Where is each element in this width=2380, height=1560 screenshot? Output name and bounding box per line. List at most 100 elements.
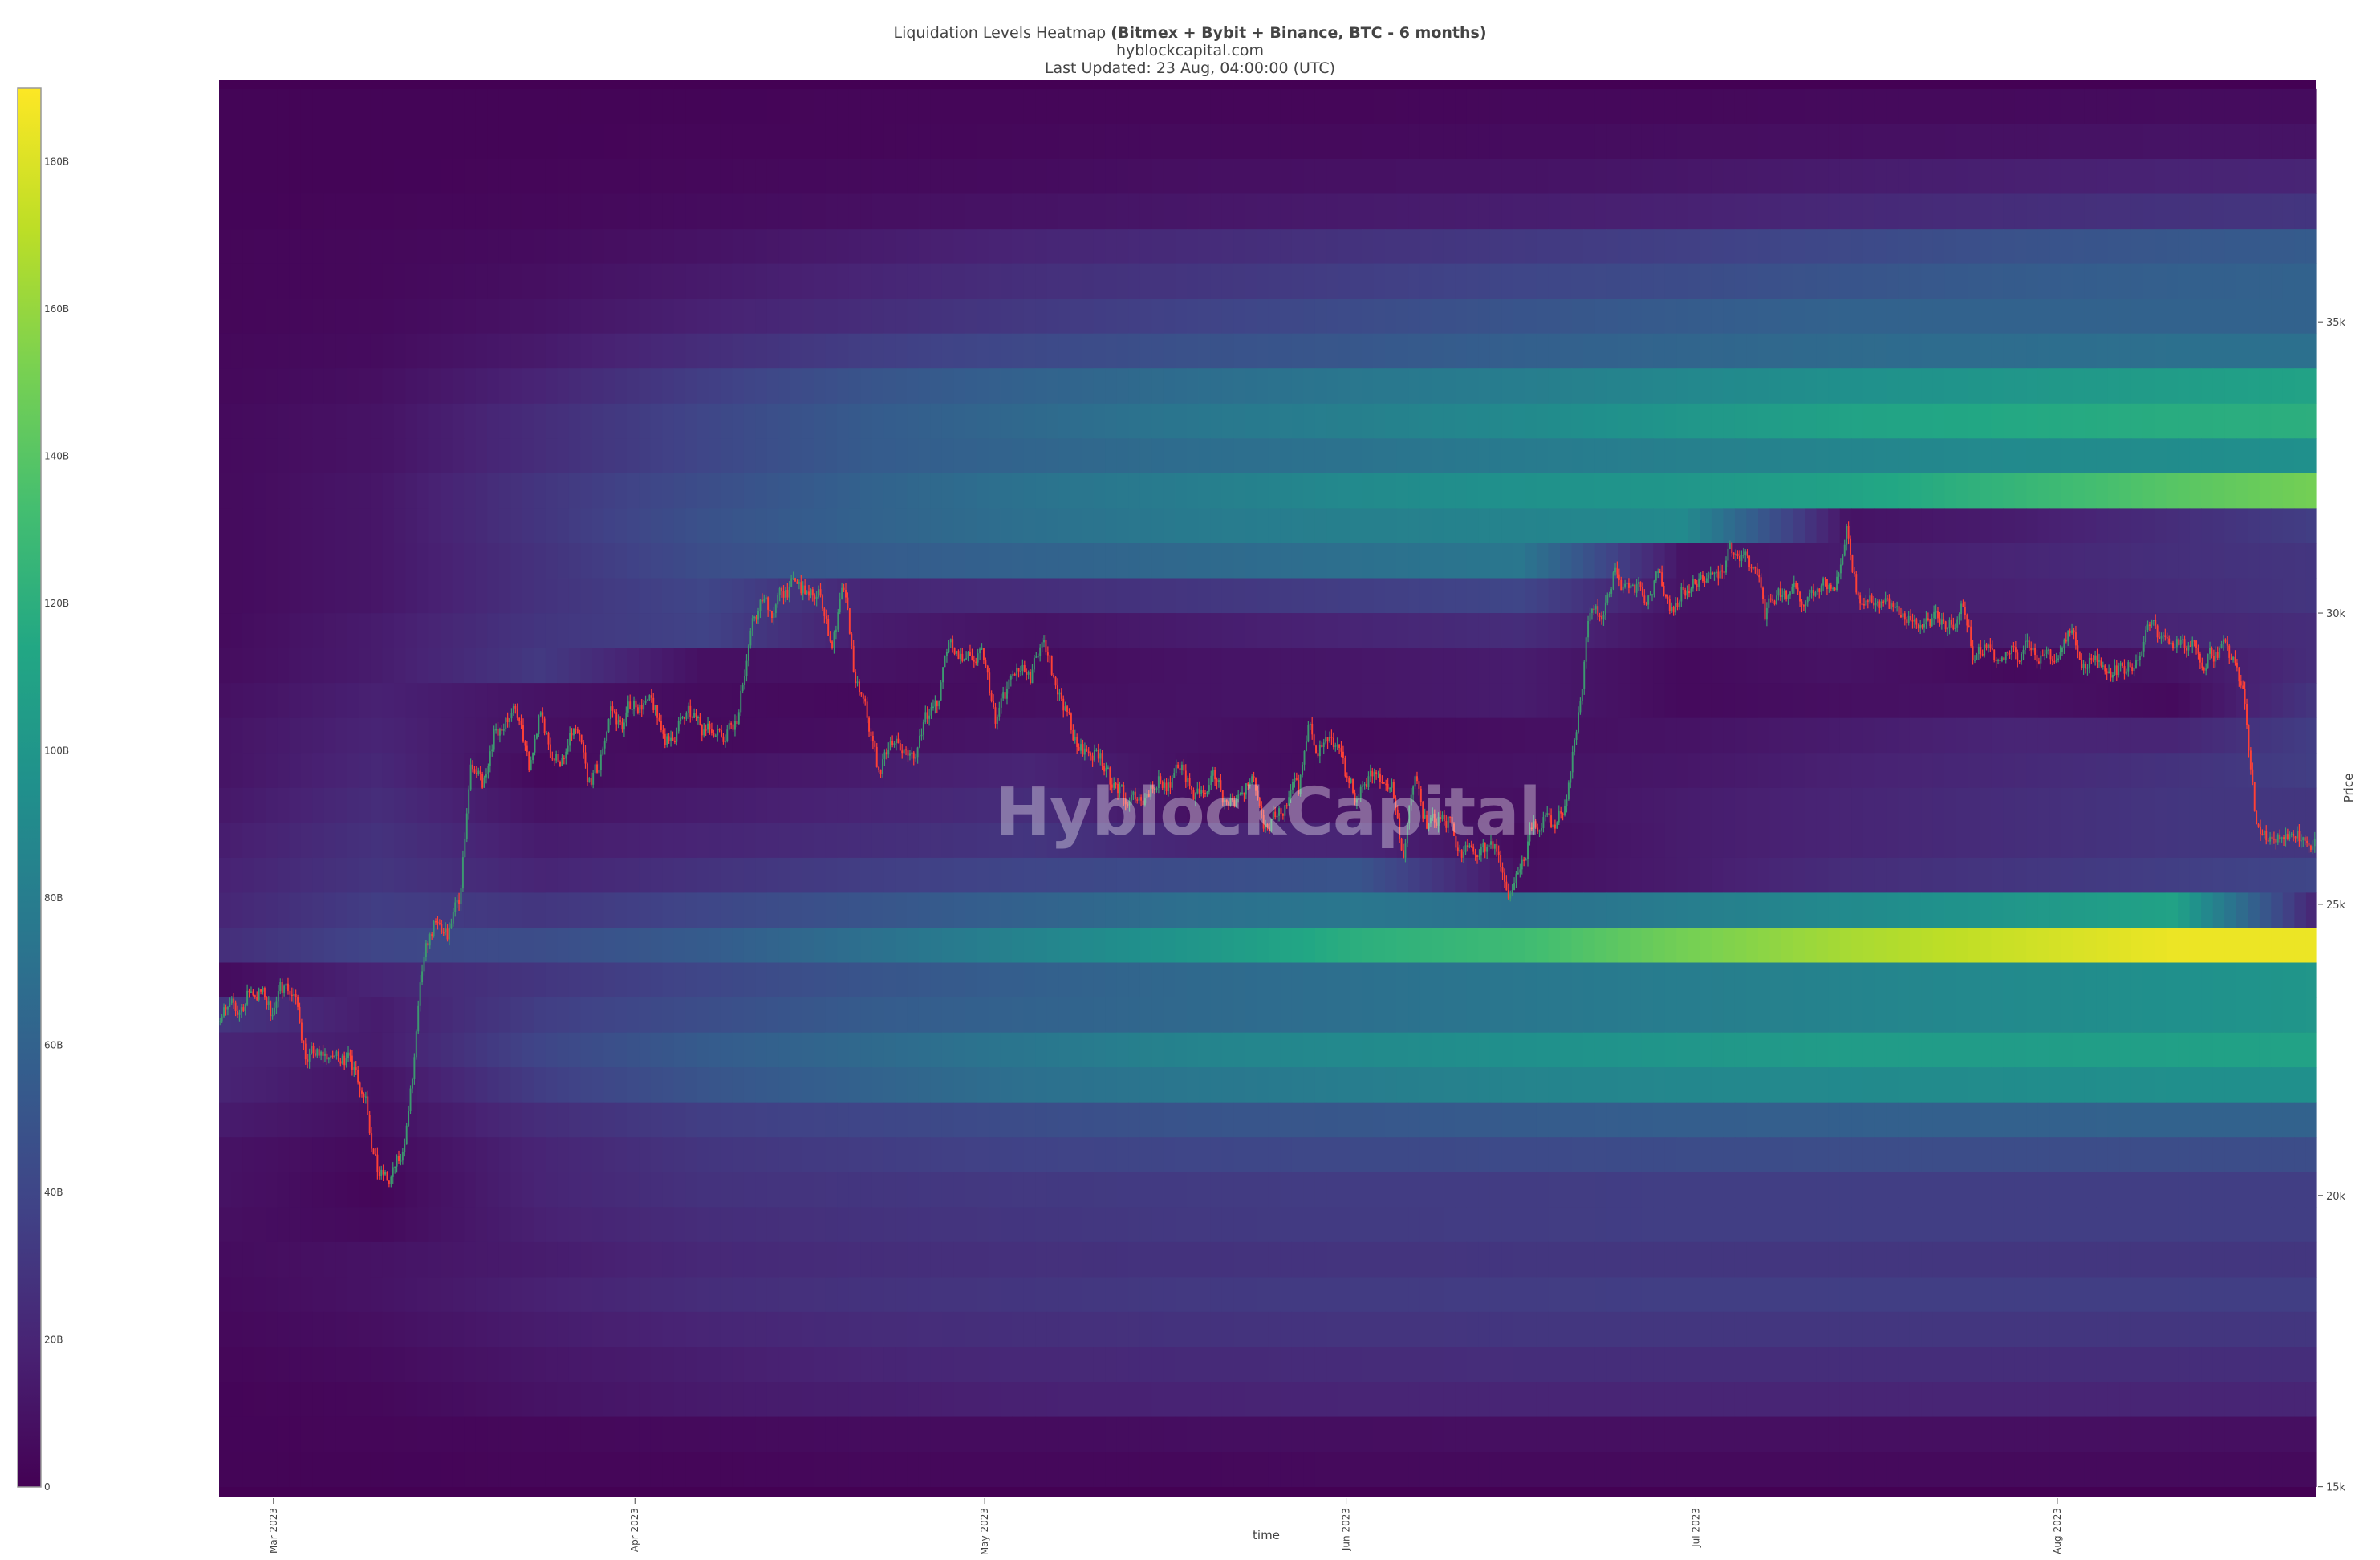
heatmap-cell <box>2073 159 2086 194</box>
heatmap-cell <box>568 823 581 859</box>
heatmap-cell <box>2224 997 2237 1033</box>
heatmap-cell <box>335 928 348 963</box>
heatmap-cell <box>1653 683 1666 718</box>
heatmap-cell <box>814 962 827 998</box>
heatmap-cell <box>662 473 675 509</box>
heatmap-cell <box>1548 368 1561 404</box>
heatmap-cell <box>1769 787 1782 823</box>
heatmap-cell <box>2271 88 2284 124</box>
heatmap-cell <box>1419 368 1432 404</box>
heatmap-cell <box>755 299 768 335</box>
heatmap-cell <box>1408 823 1421 859</box>
heatmap-cell <box>1233 159 1246 194</box>
heatmap-cell <box>1793 263 1805 299</box>
heatmap-cell <box>2282 88 2295 124</box>
heatmap-cell <box>1408 368 1421 404</box>
heatmap-cell <box>2224 928 2237 963</box>
heatmap-cell <box>1653 438 1666 474</box>
heatmap-cell <box>1583 823 1596 859</box>
heatmap-cell <box>1874 263 1887 299</box>
heatmap-cell <box>300 683 313 718</box>
heatmap-cell <box>545 1032 558 1068</box>
heatmap-cell <box>359 229 372 264</box>
heatmap-cell <box>941 753 954 789</box>
heatmap-cell <box>778 229 791 264</box>
heatmap-cell <box>1035 263 1048 299</box>
heatmap-cell <box>452 613 465 648</box>
heatmap-cell <box>1221 962 1234 998</box>
heatmap-cell <box>1700 473 1712 509</box>
heatmap-cell <box>441 159 453 194</box>
heatmap-cell <box>1932 683 1945 718</box>
heatmap-cell <box>1419 229 1432 264</box>
heatmap-cell <box>1396 787 1409 823</box>
heatmap-cell <box>930 299 943 335</box>
heatmap-cell <box>1525 473 1537 509</box>
heatmap-cell <box>2037 193 2050 230</box>
heatmap-cell <box>2236 787 2248 823</box>
heatmap-cell <box>1338 193 1350 230</box>
heatmap-cell <box>778 823 791 859</box>
heatmap-cell <box>1116 124 1129 160</box>
heatmap-cell <box>1618 648 1631 684</box>
heatmap-cell <box>743 997 756 1033</box>
heatmap-cell <box>673 124 686 160</box>
heatmap-cell <box>1280 159 1293 194</box>
heatmap-cell <box>1653 159 1666 194</box>
heatmap-cell <box>1280 543 1293 579</box>
heatmap-cell <box>1151 473 1164 509</box>
heatmap-cell <box>1385 193 1398 230</box>
heatmap-cell <box>1501 229 1514 264</box>
heatmap-cell <box>1338 263 1350 299</box>
heatmap-cell <box>417 508 430 544</box>
heatmap-cell <box>1805 962 1817 998</box>
heatmap-cell <box>510 997 523 1033</box>
heatmap-cell <box>953 333 966 369</box>
heatmap-cell <box>825 88 838 124</box>
heatmap-cell <box>918 928 931 963</box>
heatmap-cell <box>814 823 827 859</box>
heatmap-cell <box>1921 578 1934 614</box>
heatmap-cell <box>953 88 966 124</box>
heatmap-cell <box>1257 473 1269 509</box>
heatmap-cell <box>1700 892 1712 928</box>
heatmap-cell <box>452 263 465 299</box>
heatmap-cell <box>534 368 546 404</box>
heatmap-cell <box>428 403 441 439</box>
heatmap-cell <box>1116 543 1129 579</box>
heatmap-cell <box>1408 508 1421 544</box>
heatmap-cell <box>510 753 523 789</box>
heatmap-cell <box>755 648 768 684</box>
heatmap-cell <box>1921 333 1934 369</box>
heatmap-cell <box>1525 1032 1537 1068</box>
heatmap-cell <box>802 368 814 404</box>
heatmap-cell <box>1688 403 1700 439</box>
heatmap-cell <box>732 299 745 335</box>
heatmap-cell <box>1466 648 1479 684</box>
heatmap-cell <box>1489 928 1502 963</box>
heatmap-cell <box>1139 823 1152 859</box>
heatmap-cell <box>603 193 616 230</box>
heatmap-cell <box>2248 193 2260 230</box>
heatmap-cell <box>662 159 675 194</box>
heatmap-cell <box>2037 787 2050 823</box>
heatmap-cell <box>1641 613 1654 648</box>
heatmap-cell <box>1455 508 1468 544</box>
heatmap-cell <box>1898 368 1911 404</box>
heatmap-cell <box>778 403 791 439</box>
heatmap-cell <box>1851 823 1864 859</box>
heatmap-cell <box>1012 787 1025 823</box>
heatmap-cell <box>1653 508 1666 544</box>
heatmap-cell <box>1116 823 1129 859</box>
heatmap-cell <box>2061 683 2073 718</box>
heatmap-cell <box>989 1032 1001 1068</box>
heatmap-cell <box>1548 193 1561 230</box>
heatmap-cell <box>1210 928 1223 963</box>
heatmap-cell <box>1874 753 1887 789</box>
heatmap-cell <box>2107 333 2120 369</box>
heatmap-cell <box>790 613 803 648</box>
heatmap-cell <box>1711 333 1724 369</box>
heatmap-cell <box>837 159 850 194</box>
heatmap-cell <box>405 299 418 335</box>
